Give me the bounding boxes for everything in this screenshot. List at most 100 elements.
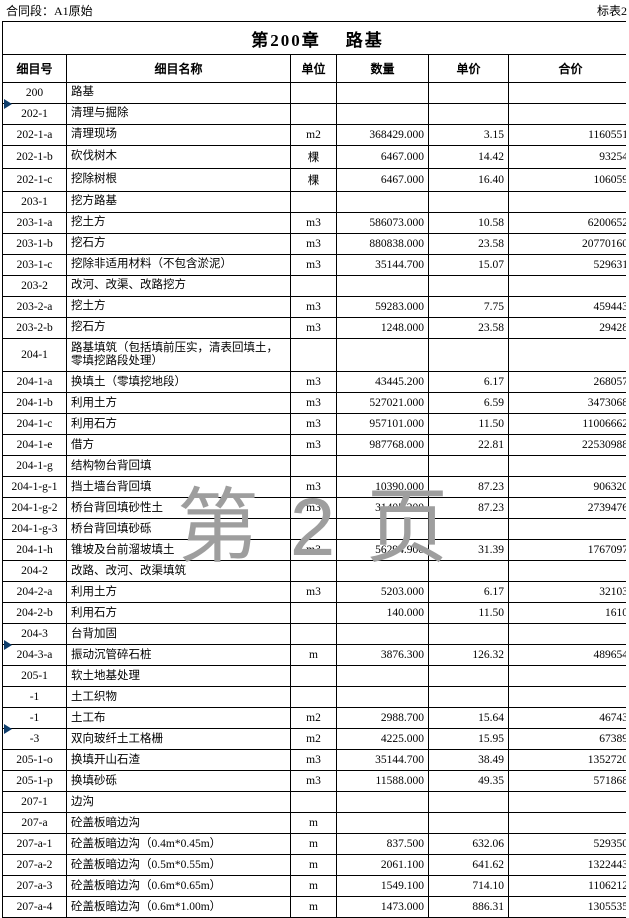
cell-name: 挡土墙台背回填 — [67, 477, 291, 498]
table-row: 203-1-a挖土方m3586073.00010.586200652 — [3, 213, 627, 234]
cell-total — [509, 104, 627, 125]
cell-qty: 837.500 — [337, 834, 429, 855]
cell-unit — [291, 792, 337, 813]
cell-code: 202-1-b — [3, 146, 67, 169]
cell-unit: m — [291, 834, 337, 855]
cell-name: 挖除非适用材料（不包含淤泥） — [67, 255, 291, 276]
cell-total: 11006662 — [509, 414, 627, 435]
cell-price: 6.17 — [429, 582, 509, 603]
cell-name: 台背加固 — [67, 624, 291, 645]
table-row: 204-1-g结构物台背回填 — [3, 456, 627, 477]
cell-price: 6.17 — [429, 372, 509, 393]
cell-name: 砼盖板暗边沟（0.5m*0.55m） — [67, 855, 291, 876]
cell-price — [429, 192, 509, 213]
cell-total: 529350 — [509, 834, 627, 855]
cell-name: 砼盖板暗边沟（0.6m*1.00m） — [67, 897, 291, 918]
cell-name: 换填土（零填挖地段） — [67, 372, 291, 393]
cell-unit: m3 — [291, 750, 337, 771]
cell-qty: 368429.000 — [337, 125, 429, 146]
table-row: 203-1-c挖除非适用材料（不包含淤泥）m335144.70015.07529… — [3, 255, 627, 276]
cell-price — [429, 83, 509, 104]
cell-price — [429, 813, 509, 834]
col-header-2: 单位 — [291, 55, 337, 83]
cell-unit — [291, 104, 337, 125]
cell-code: 204-3-a — [3, 645, 67, 666]
cell-code: 204-1-e — [3, 435, 67, 456]
cell-price: 15.07 — [429, 255, 509, 276]
cell-qty — [337, 561, 429, 582]
cell-price: 714.10 — [429, 876, 509, 897]
row-marker-icon — [4, 640, 12, 650]
cell-qty: 987768.000 — [337, 435, 429, 456]
cell-qty: 11588.000 — [337, 771, 429, 792]
table-row: 204-1-g-1挡土墙台背回填m310390.00087.23906320 — [3, 477, 627, 498]
cell-qty — [337, 276, 429, 297]
cell-unit: m3 — [291, 477, 337, 498]
col-header-0: 细目号 — [3, 55, 67, 83]
cell-total: 459443 — [509, 297, 627, 318]
cell-unit — [291, 456, 337, 477]
table-row: 204-3台背加固 — [3, 624, 627, 645]
cell-price — [429, 687, 509, 708]
cell-name: 桥台背回填砂性土 — [67, 498, 291, 519]
cell-total: 2739476 — [509, 498, 627, 519]
table-row: 204-1-h锥坡及台前溜坡填土m356294.90031.391767097 — [3, 540, 627, 561]
cell-qty: 4225.000 — [337, 729, 429, 750]
table-row: 202-1清理与掘除 — [3, 104, 627, 125]
cell-qty: 2988.700 — [337, 708, 429, 729]
cell-price: 23.58 — [429, 318, 509, 339]
table-row: 202-1-b砍伐树木棵6467.00014.4293254 — [3, 146, 627, 169]
cell-unit: m2 — [291, 125, 337, 146]
table-row: 204-1-b利用土方m3527021.0006.593473068 — [3, 393, 627, 414]
cell-price: 15.95 — [429, 729, 509, 750]
cell-price: 87.23 — [429, 498, 509, 519]
cell-total: 32103 — [509, 582, 627, 603]
cell-code: -1 — [3, 708, 67, 729]
cell-name: 土工布 — [67, 708, 291, 729]
table-row: 204-1-g-2桥台背回填砂性土m331405.20087.232739476 — [3, 498, 627, 519]
cell-code: -1 — [3, 687, 67, 708]
cell-code: 203-1-a — [3, 213, 67, 234]
cell-qty: 56294.900 — [337, 540, 429, 561]
cell-unit — [291, 666, 337, 687]
cell-unit — [291, 276, 337, 297]
cell-total: 20770160 — [509, 234, 627, 255]
cell-total: 906320 — [509, 477, 627, 498]
cell-price — [429, 519, 509, 540]
cell-unit — [291, 687, 337, 708]
cell-price — [429, 666, 509, 687]
cell-code: 203-1 — [3, 192, 67, 213]
table-row: 207-a-4砼盖板暗边沟（0.6m*1.00m）m1473.000886.31… — [3, 897, 627, 918]
cell-code: 200 — [3, 83, 67, 104]
cell-code: 205-1-p — [3, 771, 67, 792]
cell-qty: 43445.200 — [337, 372, 429, 393]
cell-qty: 31405.200 — [337, 498, 429, 519]
cell-qty: 5203.000 — [337, 582, 429, 603]
cell-unit: m3 — [291, 540, 337, 561]
cell-unit — [291, 603, 337, 624]
cell-code: 207-a-3 — [3, 876, 67, 897]
cell-unit: m3 — [291, 435, 337, 456]
table-container: 第200章 路基 细目号细目名称单位数量单价合价 200路基202-1清理与掘除… — [2, 21, 626, 918]
cell-qty — [337, 687, 429, 708]
cell-total — [509, 792, 627, 813]
cell-price — [429, 624, 509, 645]
cell-total — [509, 624, 627, 645]
cell-unit: m3 — [291, 213, 337, 234]
cell-price: 11.50 — [429, 414, 509, 435]
cell-code: 207-a-1 — [3, 834, 67, 855]
cell-code: 204-2 — [3, 561, 67, 582]
table-row: 204-2改路、改河、改渠填筑 — [3, 561, 627, 582]
cell-name: 挖土方 — [67, 213, 291, 234]
cell-code: 204-1-c — [3, 414, 67, 435]
cell-qty: 586073.000 — [337, 213, 429, 234]
cell-total — [509, 666, 627, 687]
cell-unit — [291, 561, 337, 582]
cell-unit: m3 — [291, 234, 337, 255]
cell-price — [429, 561, 509, 582]
cell-code: 204-1-g-1 — [3, 477, 67, 498]
cell-qty: 6467.000 — [337, 169, 429, 192]
cell-name: 砼盖板暗边沟（0.4m*0.45m） — [67, 834, 291, 855]
cell-qty — [337, 339, 429, 372]
table-row: 203-1-b挖石方m3880838.00023.5820770160 — [3, 234, 627, 255]
